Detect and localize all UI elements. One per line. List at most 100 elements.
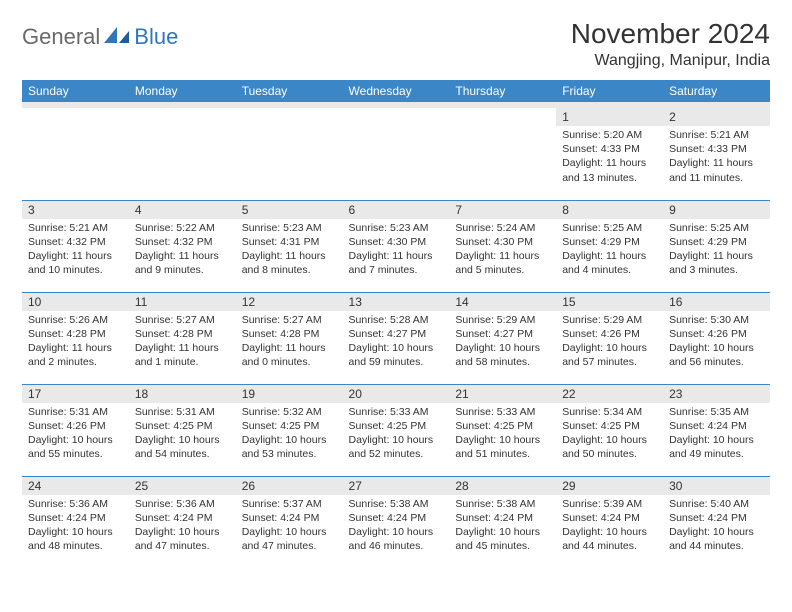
day-body: Sunrise: 5:40 AMSunset: 4:24 PMDaylight:…: [663, 495, 770, 558]
sunrise-text: Sunrise: 5:21 AM: [28, 221, 123, 235]
day-number: 7: [449, 201, 556, 219]
sunset-text: Sunset: 4:31 PM: [242, 235, 337, 249]
day-body: Sunrise: 5:27 AMSunset: 4:28 PMDaylight:…: [236, 311, 343, 374]
daylight-text: and 59 minutes.: [349, 355, 444, 369]
calendar-cell: 9Sunrise: 5:25 AMSunset: 4:29 PMDaylight…: [663, 200, 770, 292]
sunrise-text: Sunrise: 5:38 AM: [349, 497, 444, 511]
day-body: Sunrise: 5:34 AMSunset: 4:25 PMDaylight:…: [556, 403, 663, 466]
sunset-text: Sunset: 4:29 PM: [669, 235, 764, 249]
calendar-cell: 24Sunrise: 5:36 AMSunset: 4:24 PMDayligh…: [22, 476, 129, 568]
calendar-cell: 29Sunrise: 5:39 AMSunset: 4:24 PMDayligh…: [556, 476, 663, 568]
sunrise-text: Sunrise: 5:24 AM: [455, 221, 550, 235]
daylight-text: and 1 minute.: [135, 355, 230, 369]
sunset-text: Sunset: 4:27 PM: [349, 327, 444, 341]
daylight-text: Daylight: 10 hours: [562, 341, 657, 355]
day-number: 20: [343, 385, 450, 403]
day-body: Sunrise: 5:38 AMSunset: 4:24 PMDaylight:…: [343, 495, 450, 558]
sunset-text: Sunset: 4:29 PM: [562, 235, 657, 249]
sunset-text: Sunset: 4:24 PM: [28, 511, 123, 525]
daylight-text: Daylight: 10 hours: [562, 525, 657, 539]
day-number: 5: [236, 201, 343, 219]
daylight-text: and 10 minutes.: [28, 263, 123, 277]
sunset-text: Sunset: 4:25 PM: [349, 419, 444, 433]
daylight-text: Daylight: 10 hours: [135, 525, 230, 539]
sunset-text: Sunset: 4:25 PM: [135, 419, 230, 433]
day-body: Sunrise: 5:32 AMSunset: 4:25 PMDaylight:…: [236, 403, 343, 466]
day-number: 27: [343, 477, 450, 495]
calendar-cell: 2Sunrise: 5:21 AMSunset: 4:33 PMDaylight…: [663, 108, 770, 200]
daylight-text: Daylight: 11 hours: [135, 249, 230, 263]
sunrise-text: Sunrise: 5:40 AM: [669, 497, 764, 511]
day-body: Sunrise: 5:23 AMSunset: 4:30 PMDaylight:…: [343, 219, 450, 282]
sunset-text: Sunset: 4:25 PM: [455, 419, 550, 433]
calendar-cell: 25Sunrise: 5:36 AMSunset: 4:24 PMDayligh…: [129, 476, 236, 568]
calendar-row: 24Sunrise: 5:36 AMSunset: 4:24 PMDayligh…: [22, 476, 770, 568]
daylight-text: and 0 minutes.: [242, 355, 337, 369]
calendar-cell: 22Sunrise: 5:34 AMSunset: 4:25 PMDayligh…: [556, 384, 663, 476]
calendar-cell: 13Sunrise: 5:28 AMSunset: 4:27 PMDayligh…: [343, 292, 450, 384]
sunrise-text: Sunrise: 5:21 AM: [669, 128, 764, 142]
sunrise-text: Sunrise: 5:27 AM: [242, 313, 337, 327]
sunrise-text: Sunrise: 5:27 AM: [135, 313, 230, 327]
day-body: Sunrise: 5:31 AMSunset: 4:25 PMDaylight:…: [129, 403, 236, 466]
calendar-cell: 7Sunrise: 5:24 AMSunset: 4:30 PMDaylight…: [449, 200, 556, 292]
daylight-text: Daylight: 11 hours: [28, 341, 123, 355]
daylight-text: Daylight: 10 hours: [455, 341, 550, 355]
day-body: Sunrise: 5:37 AMSunset: 4:24 PMDaylight:…: [236, 495, 343, 558]
day-number: 4: [129, 201, 236, 219]
sunrise-text: Sunrise: 5:33 AM: [455, 405, 550, 419]
daylight-text: and 9 minutes.: [135, 263, 230, 277]
sunset-text: Sunset: 4:30 PM: [455, 235, 550, 249]
day-body: Sunrise: 5:24 AMSunset: 4:30 PMDaylight:…: [449, 219, 556, 282]
daylight-text: Daylight: 11 hours: [242, 249, 337, 263]
calendar-cell: 3Sunrise: 5:21 AMSunset: 4:32 PMDaylight…: [22, 200, 129, 292]
day-body: Sunrise: 5:22 AMSunset: 4:32 PMDaylight:…: [129, 219, 236, 282]
day-body: Sunrise: 5:21 AMSunset: 4:32 PMDaylight:…: [22, 219, 129, 282]
sunrise-text: Sunrise: 5:36 AM: [135, 497, 230, 511]
day-body: Sunrise: 5:23 AMSunset: 4:31 PMDaylight:…: [236, 219, 343, 282]
calendar-cell: 11Sunrise: 5:27 AMSunset: 4:28 PMDayligh…: [129, 292, 236, 384]
calendar-cell: 14Sunrise: 5:29 AMSunset: 4:27 PMDayligh…: [449, 292, 556, 384]
sunrise-text: Sunrise: 5:36 AM: [28, 497, 123, 511]
day-header: Sunday: [22, 80, 129, 102]
day-body: Sunrise: 5:25 AMSunset: 4:29 PMDaylight:…: [663, 219, 770, 282]
daylight-text: and 2 minutes.: [28, 355, 123, 369]
sunrise-text: Sunrise: 5:25 AM: [669, 221, 764, 235]
day-number: 26: [236, 477, 343, 495]
day-number: 16: [663, 293, 770, 311]
day-body: Sunrise: 5:21 AMSunset: 4:33 PMDaylight:…: [663, 126, 770, 189]
daylight-text: Daylight: 10 hours: [669, 525, 764, 539]
daylight-text: Daylight: 10 hours: [242, 433, 337, 447]
daylight-text: Daylight: 10 hours: [669, 433, 764, 447]
daylight-text: Daylight: 11 hours: [349, 249, 444, 263]
day-number: 19: [236, 385, 343, 403]
daylight-text: and 13 minutes.: [562, 171, 657, 185]
calendar-cell: 27Sunrise: 5:38 AMSunset: 4:24 PMDayligh…: [343, 476, 450, 568]
daylight-text: and 44 minutes.: [669, 539, 764, 553]
sunset-text: Sunset: 4:24 PM: [669, 511, 764, 525]
sunrise-text: Sunrise: 5:23 AM: [242, 221, 337, 235]
logo-text-blue: Blue: [134, 24, 178, 50]
daylight-text: Daylight: 11 hours: [669, 249, 764, 263]
daylight-text: and 4 minutes.: [562, 263, 657, 277]
daylight-text: Daylight: 11 hours: [242, 341, 337, 355]
location-label: Wangjing, Manipur, India: [571, 52, 770, 70]
day-body: Sunrise: 5:29 AMSunset: 4:26 PMDaylight:…: [556, 311, 663, 374]
daylight-text: Daylight: 10 hours: [562, 433, 657, 447]
calendar-table: Sunday Monday Tuesday Wednesday Thursday…: [22, 80, 770, 568]
daylight-text: and 51 minutes.: [455, 447, 550, 461]
calendar-cell: 8Sunrise: 5:25 AMSunset: 4:29 PMDaylight…: [556, 200, 663, 292]
day-number: 9: [663, 201, 770, 219]
brand-logo: General Blue: [22, 24, 178, 50]
sunrise-text: Sunrise: 5:31 AM: [28, 405, 123, 419]
sunrise-text: Sunrise: 5:38 AM: [455, 497, 550, 511]
day-number: 22: [556, 385, 663, 403]
day-body: Sunrise: 5:30 AMSunset: 4:26 PMDaylight:…: [663, 311, 770, 374]
day-number: 18: [129, 385, 236, 403]
sunset-text: Sunset: 4:30 PM: [349, 235, 444, 249]
sunrise-text: Sunrise: 5:22 AM: [135, 221, 230, 235]
calendar-cell: 6Sunrise: 5:23 AMSunset: 4:30 PMDaylight…: [343, 200, 450, 292]
day-body: Sunrise: 5:36 AMSunset: 4:24 PMDaylight:…: [129, 495, 236, 558]
day-number: 3: [22, 201, 129, 219]
calendar-cell: 16Sunrise: 5:30 AMSunset: 4:26 PMDayligh…: [663, 292, 770, 384]
